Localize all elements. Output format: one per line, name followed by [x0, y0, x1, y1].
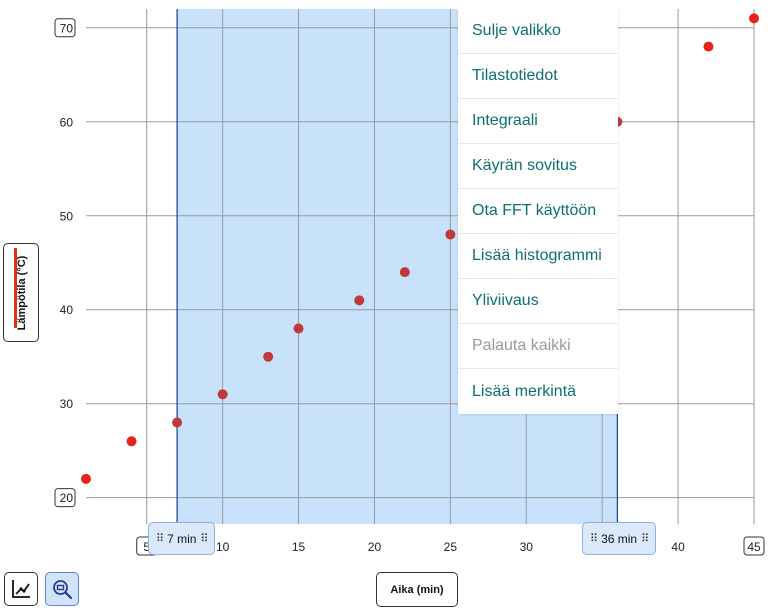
x-tick-label: 10: [216, 540, 230, 554]
x-tick-label: 20: [368, 540, 382, 554]
zoom-select-icon: [53, 580, 73, 600]
x-tick-label: 25: [444, 540, 458, 554]
menu-item-reset-all: Palauta kaikki: [458, 324, 618, 369]
x-tick-box: [743, 536, 765, 556]
range-end-handle[interactable]: ⠿ 36 min ⠿: [582, 522, 657, 555]
drag-grip-icon: ⠿: [641, 533, 649, 545]
range-start-label: 7 min: [167, 531, 197, 546]
menu-item-curve-fit[interactable]: Käyrän sovitus: [458, 144, 618, 189]
drag-grip-icon: ⠿: [200, 533, 208, 545]
x-tick-label: 45: [747, 540, 761, 554]
y-tick-label: 40: [60, 303, 74, 317]
zoom-select-button[interactable]: [45, 572, 79, 606]
data-point: [126, 436, 137, 447]
drag-grip-icon: ⠿: [156, 533, 164, 545]
range-end-label: 36 min: [601, 531, 638, 546]
menu-item-statistics[interactable]: Tilastotiedot: [458, 54, 618, 99]
x-axis-selector-button[interactable]: Aika (min): [376, 572, 458, 607]
x-tick-label: 5: [143, 540, 150, 554]
x-tick-label: 40: [671, 540, 685, 554]
menu-item-strikethrough[interactable]: Yliviivaus: [458, 279, 618, 324]
y-tick-label: 70: [60, 21, 74, 35]
data-point: [217, 389, 228, 400]
menu-item-add-marker[interactable]: Lisää merkintä: [472, 382, 577, 400]
data-point: [81, 473, 91, 484]
y-tick-label: 50: [60, 209, 74, 223]
data-point: [293, 323, 304, 334]
menu-item-integral[interactable]: Integraali: [458, 99, 618, 144]
graph-tool-button[interactable]: [4, 572, 38, 606]
data-point: [749, 13, 759, 24]
data-point: [354, 295, 365, 306]
y-tick-box: [54, 18, 76, 38]
y-tick-box: [54, 488, 76, 508]
data-point: [445, 229, 456, 240]
menu-item-add-histogram[interactable]: Lisää histogrammi: [458, 234, 618, 279]
x-tick-label: 30: [520, 540, 534, 554]
y-tick-label: 20: [60, 491, 74, 505]
data-point: [263, 351, 274, 362]
menu-item-enable-fft[interactable]: Ota FFT käyttöön: [458, 189, 618, 234]
y-axis-label: Lämpötila (°C): [16, 255, 28, 330]
data-point: [703, 41, 714, 52]
x-tick-label: 15: [292, 540, 306, 554]
context-menu: Sulje valikko Tilastotiedot Integraali K…: [458, 9, 618, 414]
y-tick-label: 60: [60, 115, 74, 129]
data-point: [399, 267, 410, 278]
y-tick-label: 30: [60, 397, 74, 411]
menu-item-close[interactable]: Sulje valikko: [458, 9, 618, 54]
data-point: [172, 417, 183, 428]
series-color-swatch: [14, 248, 17, 328]
graph-axes-icon: [12, 580, 30, 598]
range-start-handle[interactable]: ⠿ 7 min ⠿: [148, 522, 216, 555]
drag-grip-icon: ⠿: [590, 533, 598, 545]
y-axis-selector-button[interactable]: Lämpötila (°C): [3, 243, 39, 342]
